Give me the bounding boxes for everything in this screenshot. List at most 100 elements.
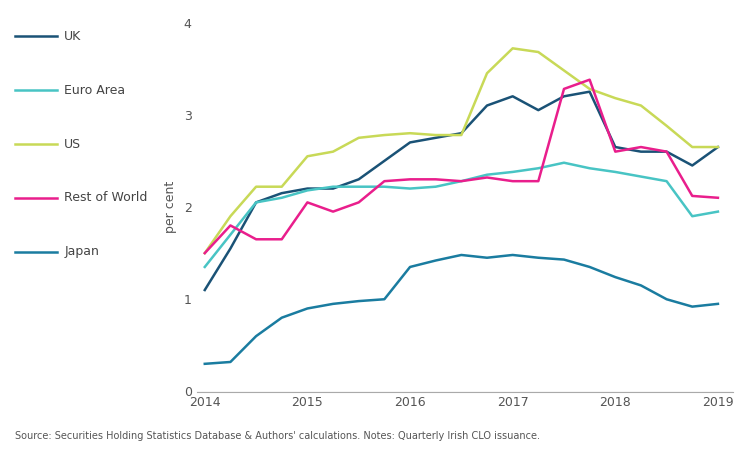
Japan (534, 255, 543, 261)
UK (559, 94, 569, 99)
Euro Area (637, 174, 646, 179)
UK (482, 103, 491, 108)
Japan (585, 264, 594, 270)
UK (637, 149, 646, 154)
UK (714, 144, 723, 150)
UK (200, 287, 209, 292)
Line: US: US (205, 48, 718, 253)
Rest of World (303, 200, 312, 205)
Rest of World (611, 149, 620, 154)
UK (611, 144, 620, 150)
Rest of World (431, 177, 440, 182)
Rest of World (252, 237, 261, 242)
Rest of World (277, 237, 287, 242)
US (559, 68, 569, 73)
Japan (637, 283, 646, 288)
US (431, 132, 440, 138)
Japan (277, 315, 287, 320)
US (405, 130, 414, 136)
Euro Area (354, 184, 363, 189)
Rest of World (329, 209, 338, 214)
Euro Area (508, 169, 517, 175)
US (662, 123, 671, 129)
Euro Area (329, 184, 338, 189)
UK (252, 200, 261, 205)
Euro Area (482, 172, 491, 177)
UK (534, 108, 543, 113)
Line: Euro Area: Euro Area (205, 163, 718, 267)
UK (303, 186, 312, 191)
Japan (226, 359, 235, 364)
US (482, 71, 491, 76)
Euro Area (714, 209, 723, 214)
Japan (405, 264, 414, 270)
US (329, 149, 338, 154)
US (380, 132, 389, 138)
UK (431, 135, 440, 140)
Text: Euro Area: Euro Area (64, 84, 125, 96)
Rest of World (354, 200, 363, 205)
Japan (431, 258, 440, 263)
US (508, 45, 517, 51)
Line: Rest of World: Rest of World (205, 80, 718, 253)
Rest of World (637, 144, 646, 150)
Japan (482, 255, 491, 261)
Rest of World (559, 86, 569, 92)
Rest of World (380, 179, 389, 184)
Y-axis label: per cent: per cent (164, 181, 177, 233)
Rest of World (200, 250, 209, 256)
Rest of World (457, 179, 466, 184)
UK (662, 149, 671, 154)
US (688, 144, 697, 150)
US (252, 184, 261, 189)
Euro Area (405, 186, 414, 191)
US (303, 153, 312, 159)
US (714, 144, 723, 150)
Japan (611, 274, 620, 280)
US (226, 214, 235, 219)
Euro Area (585, 166, 594, 171)
Japan (329, 301, 338, 306)
Euro Area (457, 179, 466, 184)
UK (457, 130, 466, 136)
Euro Area (277, 195, 287, 201)
UK (585, 89, 594, 94)
Text: UK: UK (64, 30, 82, 42)
UK (688, 163, 697, 168)
UK (277, 190, 287, 196)
Euro Area (252, 200, 261, 205)
US (354, 135, 363, 140)
US (277, 184, 287, 189)
Rest of World (662, 149, 671, 154)
Japan (354, 298, 363, 304)
US (200, 250, 209, 256)
Text: Japan: Japan (64, 246, 99, 258)
US (585, 86, 594, 92)
US (637, 103, 646, 108)
Euro Area (662, 179, 671, 184)
Rest of World (585, 77, 594, 82)
Japan (508, 252, 517, 258)
UK (380, 158, 389, 164)
Japan (714, 301, 723, 306)
Rest of World (226, 223, 235, 228)
Line: Japan: Japan (205, 255, 718, 364)
Euro Area (200, 264, 209, 270)
Line: UK: UK (205, 92, 718, 290)
UK (508, 94, 517, 99)
UK (405, 140, 414, 145)
Euro Area (380, 184, 389, 189)
Japan (688, 304, 697, 309)
Rest of World (714, 195, 723, 201)
Japan (252, 333, 261, 339)
UK (329, 186, 338, 191)
US (534, 50, 543, 55)
Rest of World (508, 179, 517, 184)
Euro Area (534, 166, 543, 171)
Japan (200, 361, 209, 366)
UK (226, 246, 235, 251)
Euro Area (611, 169, 620, 175)
Euro Area (226, 232, 235, 238)
Rest of World (688, 193, 697, 198)
Japan (380, 297, 389, 302)
